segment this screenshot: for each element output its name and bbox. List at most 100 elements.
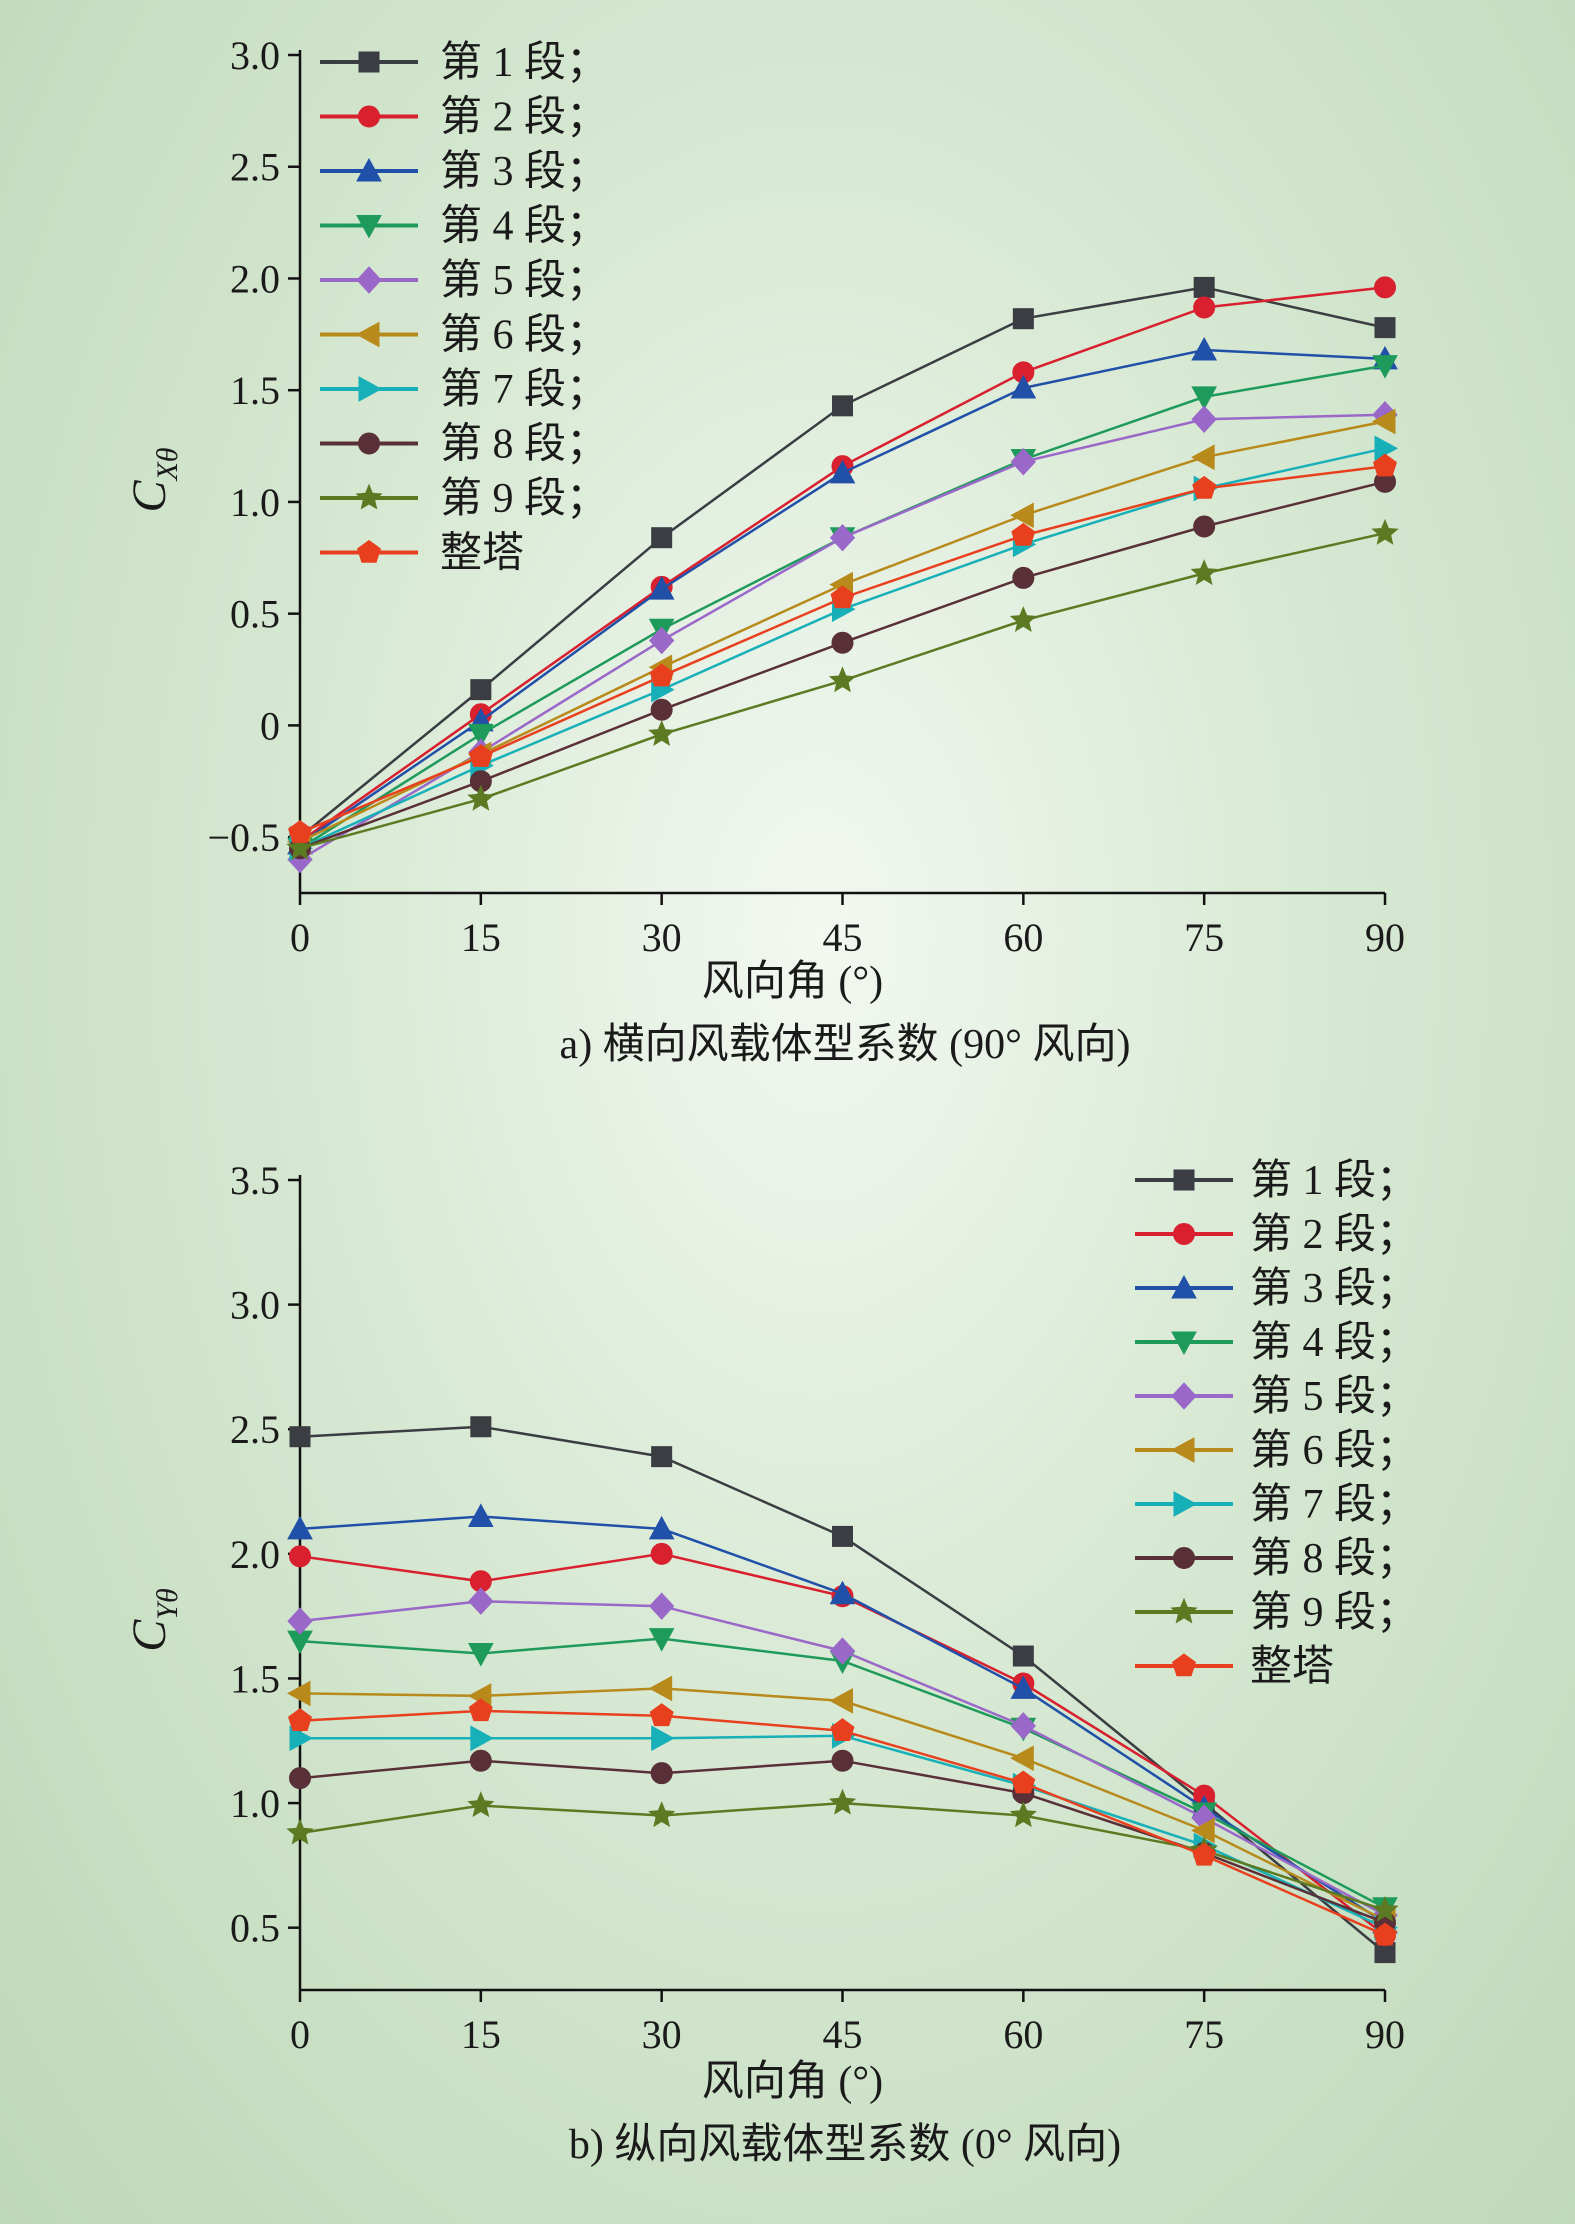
legend-item: 第 7 段；: [320, 367, 608, 413]
data-point: [829, 523, 856, 552]
legend-swatch-marker: [358, 105, 380, 128]
data-point: [289, 1725, 314, 1752]
data-point: [1191, 444, 1215, 471]
legend-label: 第 6 段；: [1250, 1428, 1418, 1474]
data-point: [650, 1762, 673, 1785]
data-point: [286, 1680, 311, 1707]
data-point: [1374, 276, 1396, 299]
legend-swatch-marker: [355, 321, 380, 348]
legend-swatch-marker: [1173, 1491, 1198, 1517]
data-point: [1371, 1895, 1399, 1922]
data-point: [1373, 1922, 1397, 1946]
y-tick-label: 2.5: [230, 1407, 280, 1452]
x-tick-label: 60: [1003, 915, 1043, 960]
legend-label: 第 4 段；: [1250, 1320, 1418, 1366]
data-point: [830, 1718, 855, 1741]
chart-panel-b: 3.5 3.0 2.5 2.0 1.5 1.0 0.5 0 15 30 45 60 75 90 风向角 (°…: [123, 1158, 1418, 2168]
x-axis-title: 风向角 (°): [702, 959, 883, 1005]
data-point: [1012, 1645, 1034, 1667]
legend-item: 整塔: [1135, 1644, 1334, 1690]
legend-label: 第 3 段；: [1250, 1266, 1418, 1312]
x-tick-label: 75: [1184, 2012, 1224, 2057]
data-point: [829, 1637, 856, 1665]
legend-swatch-marker: [1172, 1653, 1196, 1677]
data-point: [1373, 453, 1397, 477]
legend-swatch-marker: [358, 376, 383, 402]
series-9: [286, 518, 1399, 860]
data-point: [1374, 435, 1399, 462]
panel-caption: a) 横向风载体型系数 (90° 风向): [560, 1022, 1131, 1068]
legend: 第 1 段； 第 2 段； 第 3 段； 第 4 段； 第 5 段； 第 6 段； 第 7 …: [1135, 1158, 1418, 1690]
legend-label: 第 8 段；: [440, 422, 608, 468]
data-point: [1010, 1712, 1037, 1740]
legend-item: 整塔: [320, 531, 524, 577]
data-point: [286, 1818, 314, 1845]
data-point: [467, 1503, 494, 1527]
data-point: [1010, 502, 1034, 529]
data-point: [287, 1607, 313, 1635]
data-point: [648, 1592, 675, 1620]
data-point: [1190, 559, 1218, 586]
y-tick-label: 0.5: [230, 1906, 280, 1951]
data-point: [649, 663, 674, 687]
legend-item: 第 8 段；: [1135, 1536, 1418, 1582]
data-point: [470, 679, 492, 701]
legend-label: 第 7 段；: [1250, 1482, 1418, 1528]
y-tick-label: 2.0: [230, 1532, 280, 1577]
y-axis-title-subscript: Yθ: [151, 1588, 184, 1620]
panel-caption: b) 纵向风载体型系数 (0° 风向): [569, 2122, 1121, 2168]
data-point: [648, 626, 675, 655]
legend-label: 第 5 段；: [1250, 1374, 1418, 1420]
legend-label: 第 5 段；: [440, 258, 608, 304]
data-point: [1193, 276, 1215, 298]
legend-item: 第 3 段；: [1135, 1266, 1418, 1312]
series-9: [286, 1788, 1399, 1922]
legend-item: 第 9 段；: [320, 476, 608, 522]
data-point: [1011, 522, 1036, 546]
data-point: [1191, 405, 1217, 433]
legend-label: 整塔: [440, 531, 524, 577]
data-point: [1010, 374, 1037, 399]
y-tick-label: 3.0: [230, 1283, 280, 1328]
data-point: [648, 1675, 673, 1702]
y-tick-label: 3.0: [230, 33, 280, 78]
series-1: [289, 276, 1396, 848]
x-tick-label: 60: [1003, 2012, 1043, 2057]
y-tick-label: 1.5: [230, 368, 280, 413]
data-point: [651, 1725, 675, 1752]
legend-item: 第 1 段；: [1135, 1158, 1418, 1204]
data-point: [1371, 518, 1399, 545]
legend-swatch-marker: [358, 432, 380, 455]
series-10: [288, 1698, 1397, 1946]
x-tick-label: 30: [642, 915, 682, 960]
data-point: [648, 1515, 675, 1540]
y-tick-label: 0.5: [230, 592, 280, 637]
legend-item: 第 8 段；: [320, 422, 608, 468]
x-tick-label: 0: [290, 915, 310, 960]
chart-panel-a: 3.0 2.5 2.0 1.5 1.0 0.5 0 −0.5 0 15 30 45 60 75 90 风向角 …: [123, 33, 1405, 1068]
x-tick-label: 15: [461, 915, 501, 960]
legend-label: 第 9 段；: [440, 476, 608, 522]
legend-swatch-marker: [1173, 1169, 1195, 1191]
data-point: [289, 1545, 311, 1568]
data-point: [470, 1725, 494, 1752]
y-axis-title: CXθ: [123, 447, 184, 512]
data-point: [1011, 1770, 1036, 1794]
data-point: [467, 784, 495, 811]
data-point: [1193, 515, 1216, 538]
data-point: [651, 527, 673, 549]
data-point: [1191, 386, 1218, 410]
legend-swatch-marker: [1171, 1331, 1197, 1356]
legend-swatch-marker: [356, 215, 382, 239]
data-point: [1009, 606, 1037, 632]
legend-swatch-marker: [355, 483, 383, 510]
x-tick-label: 90: [1365, 2012, 1405, 2057]
x-tick-label: 0: [290, 2012, 310, 2057]
x-tick-label: 75: [1184, 915, 1224, 960]
legend-swatch-marker: [1173, 1223, 1195, 1245]
y-axis-title-main: C: [123, 480, 176, 513]
legend-label: 第 1 段；: [440, 40, 608, 86]
data-point: [829, 459, 856, 484]
series-10: [288, 453, 1397, 843]
y-axis-title: CYθ: [123, 1588, 184, 1652]
